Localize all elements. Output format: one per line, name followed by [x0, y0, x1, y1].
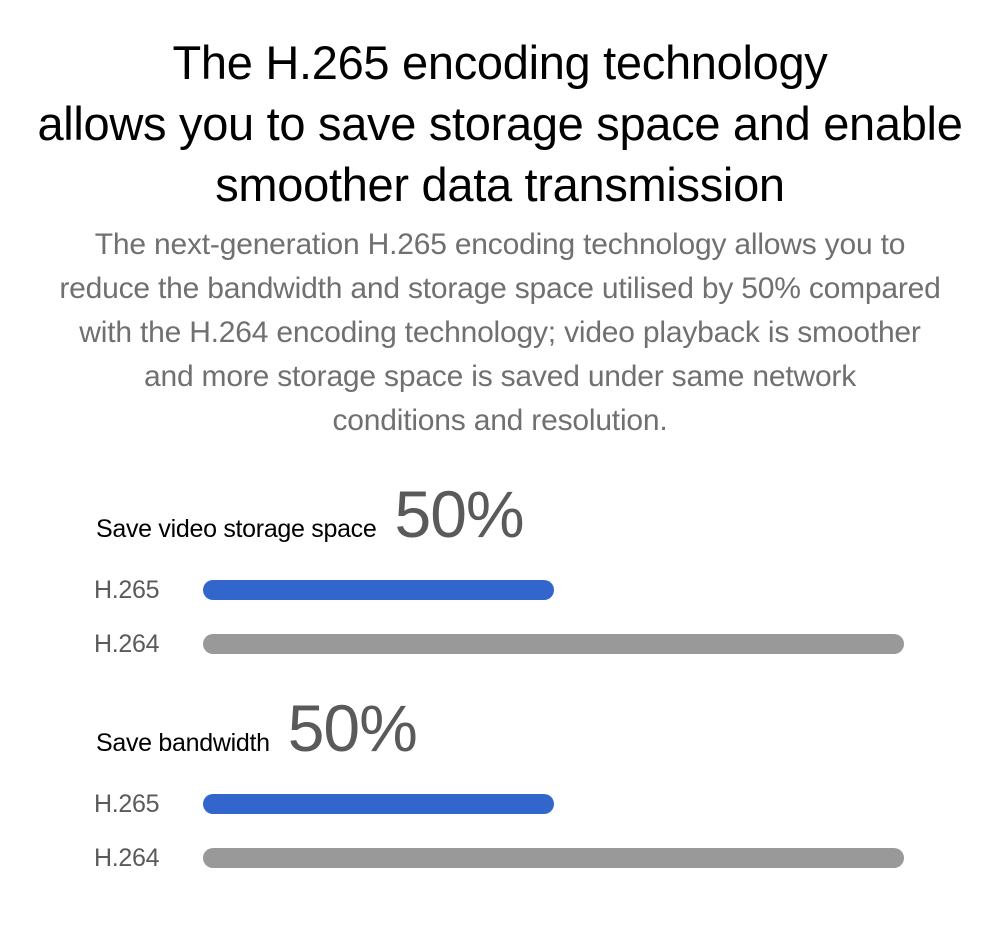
page-title: The H.265 encoding technology allows you…: [0, 32, 1000, 215]
title-line: smoother data transmission: [215, 158, 785, 211]
page-description: The next-generation H.265 encoding techn…: [0, 223, 1000, 443]
title-line: allows you to save storage space and ena…: [37, 97, 963, 150]
bar-track: [203, 634, 904, 654]
bar-row-h264: H.264: [0, 629, 1000, 659]
category-label: H.264: [94, 844, 160, 872]
bar-row-h264: H.264: [0, 843, 1000, 873]
description-line: conditions and resolution.: [332, 404, 668, 437]
chart-header: Save video storage space 50%: [96, 476, 525, 556]
bar-h265: [203, 580, 554, 600]
bar-track: [203, 794, 904, 814]
bar-track: [203, 580, 904, 600]
description-line: with the H.264 encoding technology; vide…: [79, 316, 921, 349]
bar-row-h265: H.265: [0, 789, 1000, 819]
description-line: and more storage space is saved under sa…: [143, 360, 857, 393]
description-line: The next-generation H.265 encoding techn…: [94, 228, 906, 261]
headline-percent: 50%: [287, 691, 418, 765]
bar-h264: [203, 634, 904, 654]
bar-row-h265: H.265: [0, 575, 1000, 605]
title-line: The H.265 encoding technology: [172, 36, 828, 89]
description-line: reduce the bandwidth and storage space u…: [59, 272, 941, 305]
bar-h265: [203, 794, 554, 814]
headline-percent: 50%: [394, 477, 524, 551]
category-label: H.264: [94, 630, 160, 658]
bar-track: [203, 848, 904, 868]
chart-title: Save video storage space: [96, 515, 377, 543]
bar-h264: [203, 848, 904, 868]
category-label: H.265: [94, 790, 160, 818]
chart-title: Save bandwidth: [96, 729, 270, 757]
category-label: H.265: [94, 576, 160, 604]
chart-header: Save bandwidth 50%: [96, 690, 418, 770]
